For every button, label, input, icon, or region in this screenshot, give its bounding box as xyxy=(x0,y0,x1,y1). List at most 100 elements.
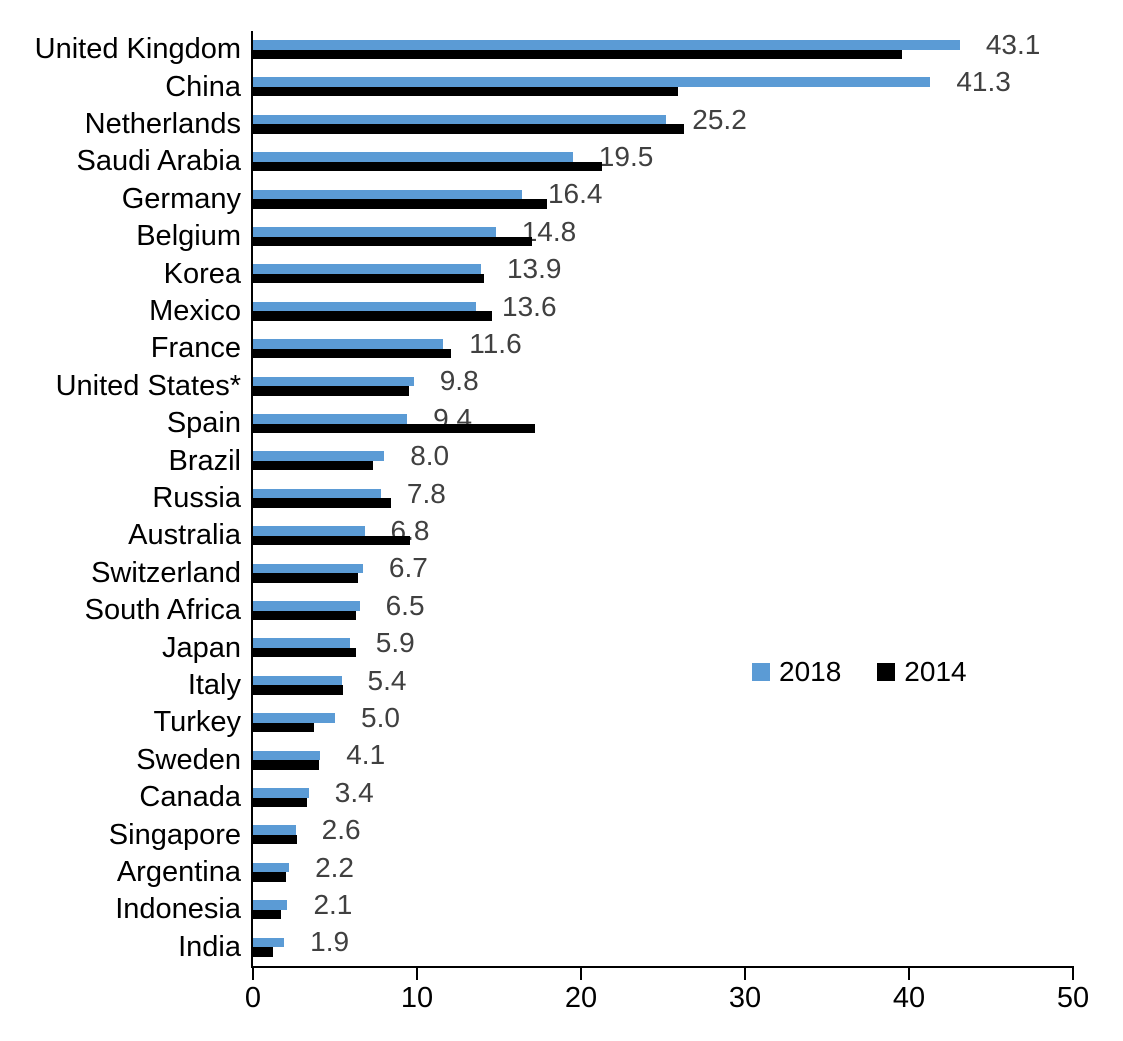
bar-2014 xyxy=(253,722,314,733)
bar-2018 xyxy=(253,451,385,461)
bar-2014 xyxy=(253,872,286,882)
bar-2014 xyxy=(253,348,452,359)
bar-2018 xyxy=(253,488,381,499)
x-axis-tick xyxy=(252,966,254,980)
bar-2014 xyxy=(253,124,685,134)
bar-2018 xyxy=(253,376,414,387)
bar-2014 xyxy=(253,311,493,321)
x-axis-tick xyxy=(908,966,910,980)
bar-2014 xyxy=(253,610,357,620)
category-label: Argentina xyxy=(116,855,241,888)
value-label: 4.1 xyxy=(346,739,386,771)
category-label: China xyxy=(165,70,241,103)
legend-swatch-2018-icon xyxy=(752,663,770,681)
category-label: Indonesia xyxy=(115,893,241,926)
category-label: Brazil xyxy=(168,444,241,477)
bar-row: 41.3 xyxy=(253,66,1073,105)
legend: 2018 2014 xyxy=(752,656,967,688)
category-label: Spain xyxy=(166,407,241,440)
x-axis-tick-label: 0 xyxy=(244,982,262,1014)
value-label: 13.6 xyxy=(502,290,557,322)
bar-2018 xyxy=(253,601,360,611)
bar-row: 6.7 xyxy=(253,552,1073,592)
value-label: 13.9 xyxy=(506,253,562,285)
bar-row: 5.9 xyxy=(253,627,1073,666)
category-label: Italy xyxy=(187,668,241,701)
bar-2018 xyxy=(253,526,365,536)
bar-row: 2.1 xyxy=(253,889,1073,928)
bar-row: 13.9 xyxy=(253,253,1073,292)
category-label: Japan xyxy=(161,631,241,664)
category-label: Germany xyxy=(121,182,241,215)
bar-2018 xyxy=(253,563,363,574)
legend-swatch-2014-icon xyxy=(877,663,896,681)
category-label: Sweden xyxy=(136,743,241,776)
bar-row: 6.5 xyxy=(253,590,1073,629)
bar-row: 4.1 xyxy=(253,739,1073,779)
bar-2014 xyxy=(253,535,411,546)
value-label: 41.3 xyxy=(956,66,1011,98)
bar-2018 xyxy=(253,638,350,648)
bar-2014 xyxy=(253,685,344,695)
bar-2018 xyxy=(253,788,309,798)
bar-2014 xyxy=(253,797,308,807)
category-label: Turkey xyxy=(153,706,241,739)
category-label: Mexico xyxy=(149,294,241,327)
bar-2014 xyxy=(253,460,373,471)
bar-2014 xyxy=(253,909,281,920)
bar-2014 xyxy=(253,273,485,284)
value-label: 5.4 xyxy=(367,664,407,696)
plot-area: 2018 2014 43.1 41.3 25.2 19.5 16.4 14.8 13.9 13… xyxy=(245,28,1089,1014)
category-label: Netherlands xyxy=(84,107,241,140)
bar-2018 xyxy=(253,114,667,125)
legend-item-2014: 2014 xyxy=(877,656,967,688)
bar-2014 xyxy=(253,647,357,658)
bar-2018 xyxy=(253,264,481,274)
legend-label-2018: 2018 xyxy=(779,656,842,687)
x-axis-tick xyxy=(580,966,582,980)
bar-2014 xyxy=(253,199,547,209)
bar-2014 xyxy=(253,498,391,508)
bar-2018 xyxy=(253,301,477,312)
value-label: 19.5 xyxy=(598,140,654,172)
category-label: France xyxy=(150,332,241,365)
value-label: 2.6 xyxy=(321,814,361,846)
category-label: Switzerland xyxy=(91,556,241,589)
bar-2018 xyxy=(253,227,496,237)
bar-row: 43.1 xyxy=(253,28,1073,68)
bar-row: 1.9 xyxy=(253,926,1073,966)
x-axis-tick-label: 20 xyxy=(564,982,598,1014)
x-axis-tick-label: 10 xyxy=(400,982,434,1014)
value-label: 11.6 xyxy=(469,327,522,359)
bar-2018 xyxy=(253,77,931,87)
x-axis-tick xyxy=(416,966,418,980)
legend-item-2018: 2018 xyxy=(752,656,841,688)
value-label: 25.2 xyxy=(692,103,747,135)
bar-2018 xyxy=(253,862,290,873)
bar-row: 9.8 xyxy=(253,365,1073,405)
bar-2018 xyxy=(253,937,285,948)
bar-row: 6.8 xyxy=(253,515,1073,554)
legend-label-2014: 2014 xyxy=(904,656,967,687)
category-label: Australia xyxy=(128,519,241,552)
value-label: 1.9 xyxy=(310,926,350,958)
bar-2014 xyxy=(253,947,273,957)
bar-2018 xyxy=(253,900,288,910)
category-label: India xyxy=(178,930,241,963)
bar-row: 25.2 xyxy=(253,103,1073,143)
value-label: 16.4 xyxy=(547,178,603,210)
bar-2018 xyxy=(253,339,444,349)
bar-2018 xyxy=(253,675,342,686)
bar-2014 xyxy=(253,573,358,583)
bar-row: 16.4 xyxy=(253,178,1073,218)
category-label: United Kingdom xyxy=(34,33,241,66)
value-label: 2.2 xyxy=(315,851,355,883)
value-label: 43.1 xyxy=(985,28,1041,60)
category-label: Singapore xyxy=(108,818,241,851)
bar-row: 11.6 xyxy=(253,327,1073,367)
bar-2014 xyxy=(253,86,678,97)
x-axis-tick-label: 50 xyxy=(1056,982,1090,1014)
x-axis-tick xyxy=(1072,966,1074,980)
x-axis-tick xyxy=(744,966,746,980)
